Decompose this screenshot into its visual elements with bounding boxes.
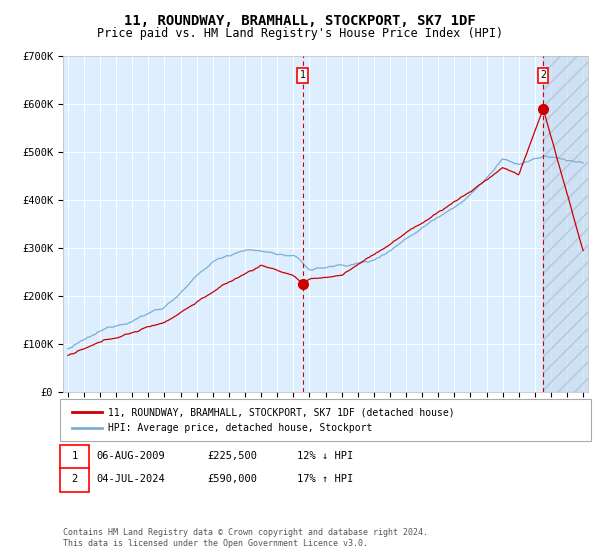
Text: HPI: Average price, detached house, Stockport: HPI: Average price, detached house, Stoc…	[108, 423, 373, 433]
Text: 2: 2	[71, 474, 77, 484]
Polygon shape	[543, 56, 591, 392]
Text: 17% ↑ HPI: 17% ↑ HPI	[297, 474, 353, 484]
Text: £590,000: £590,000	[207, 474, 257, 484]
Text: 12% ↓ HPI: 12% ↓ HPI	[297, 451, 353, 461]
Text: 06-AUG-2009: 06-AUG-2009	[96, 451, 165, 461]
Text: 2: 2	[540, 70, 546, 80]
Text: Contains HM Land Registry data © Crown copyright and database right 2024.
This d: Contains HM Land Registry data © Crown c…	[63, 528, 428, 548]
Text: 1: 1	[71, 451, 77, 461]
Text: 11, ROUNDWAY, BRAMHALL, STOCKPORT, SK7 1DF: 11, ROUNDWAY, BRAMHALL, STOCKPORT, SK7 1…	[124, 14, 476, 28]
Text: 1: 1	[299, 70, 305, 80]
Text: Price paid vs. HM Land Registry's House Price Index (HPI): Price paid vs. HM Land Registry's House …	[97, 27, 503, 40]
Text: £225,500: £225,500	[207, 451, 257, 461]
Text: 11, ROUNDWAY, BRAMHALL, STOCKPORT, SK7 1DF (detached house): 11, ROUNDWAY, BRAMHALL, STOCKPORT, SK7 1…	[108, 407, 455, 417]
Text: 04-JUL-2024: 04-JUL-2024	[96, 474, 165, 484]
